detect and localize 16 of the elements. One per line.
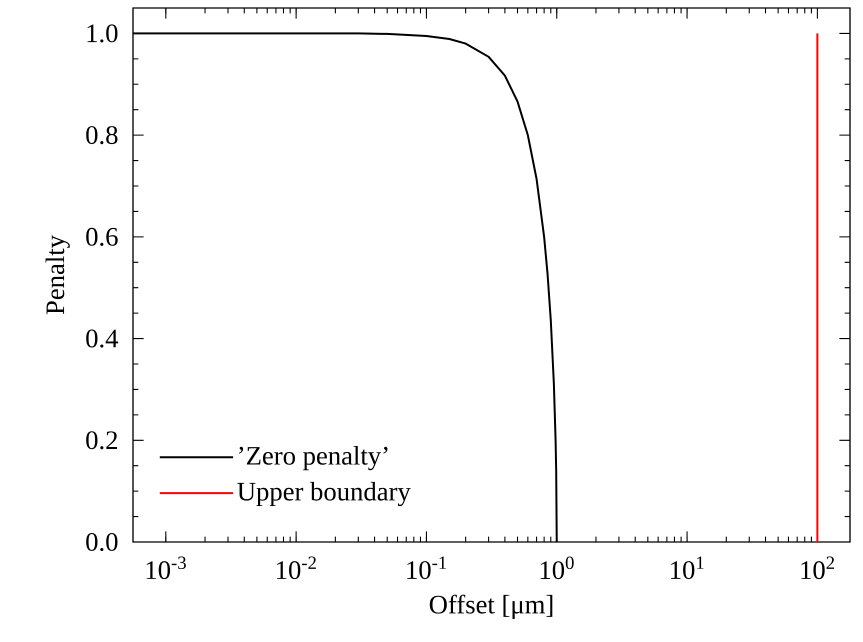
y-tick-label: 0.6 <box>86 228 118 246</box>
x-tick-label: 10$^{0}$ <box>540 556 574 580</box>
y-tick-label: 0.2 <box>86 431 118 450</box>
y-tick-label: 0.4 <box>86 330 118 348</box>
legend-label: ’Zero penalty’ <box>239 446 388 470</box>
y-tick-label: 1.0 <box>88 24 118 42</box>
x-tick-label: 10$^{-1}$ <box>407 556 446 580</box>
y-axis-title: Penalty <box>46 235 70 314</box>
x-tick-label: 10$^{2}$ <box>801 556 834 580</box>
y-tick-label: 0.8 <box>86 126 118 144</box>
x-tick-label: 10$^{-3}$ <box>146 556 186 580</box>
x-axis-title: Offset [μm] <box>430 594 552 620</box>
legend-label: Upper boundary <box>237 482 411 506</box>
y-tick-label: 0.0 <box>86 532 118 552</box>
x-tick-label: 10$^{-2}$ <box>277 556 316 580</box>
x-tick-label: 10$^{1}$ <box>671 556 704 580</box>
